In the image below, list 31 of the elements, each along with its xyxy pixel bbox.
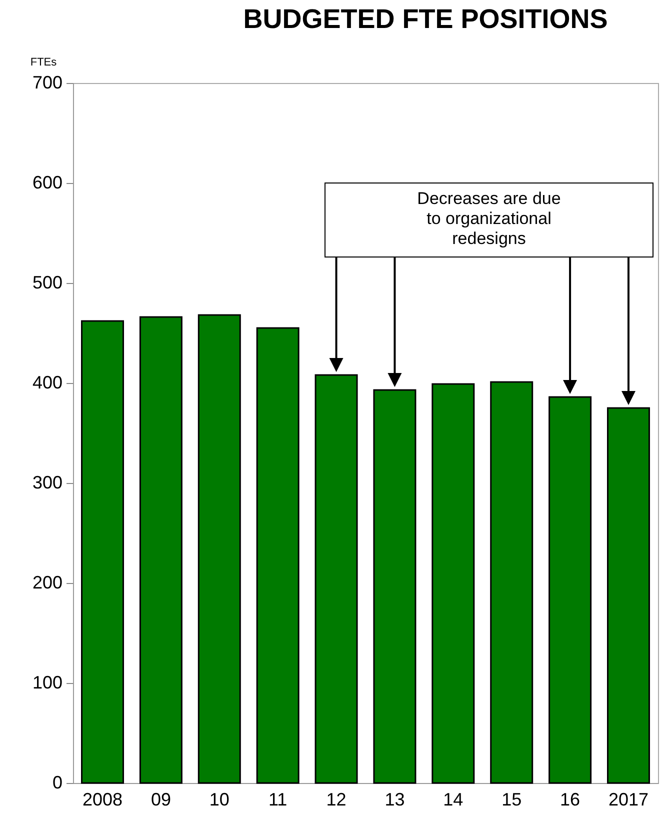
bar xyxy=(139,316,182,784)
bar xyxy=(548,396,592,784)
x-tick-label: 15 xyxy=(502,790,522,810)
bar xyxy=(81,320,124,784)
y-tick-label: 700 xyxy=(32,72,62,92)
x-tick-label: 14 xyxy=(443,790,464,810)
annotation: Decreases are due to organizational redesigns xyxy=(417,189,561,248)
y-tick-label: 200 xyxy=(32,572,62,592)
y-tick-label: 0 xyxy=(52,772,62,792)
bar xyxy=(490,381,534,784)
x-tick-label: 2017 xyxy=(608,790,649,810)
y-tick-label: 300 xyxy=(32,472,62,492)
x-tick-label: 12 xyxy=(326,790,346,810)
x-tick-label: 09 xyxy=(150,790,171,810)
bar xyxy=(314,374,358,784)
y-tick-label: 100 xyxy=(32,672,62,692)
x-tick-label: 10 xyxy=(209,790,230,810)
bar xyxy=(256,327,300,784)
bar xyxy=(198,314,241,784)
bar xyxy=(606,407,650,784)
bar xyxy=(373,389,416,784)
y-tick-label: 600 xyxy=(32,172,62,192)
bar xyxy=(432,383,475,784)
y-tick-label: 400 xyxy=(32,372,62,392)
x-tick-label: 16 xyxy=(560,790,580,810)
y-tick-label: 500 xyxy=(32,272,62,292)
x-tick-label: 2008 xyxy=(82,790,123,810)
x-tick-label: 13 xyxy=(384,790,405,810)
x-tick-label: 11 xyxy=(268,790,288,810)
y-axis-title: FTEs xyxy=(30,56,58,68)
chart-title: BUDGETED FTE POSITIONS xyxy=(243,4,608,34)
